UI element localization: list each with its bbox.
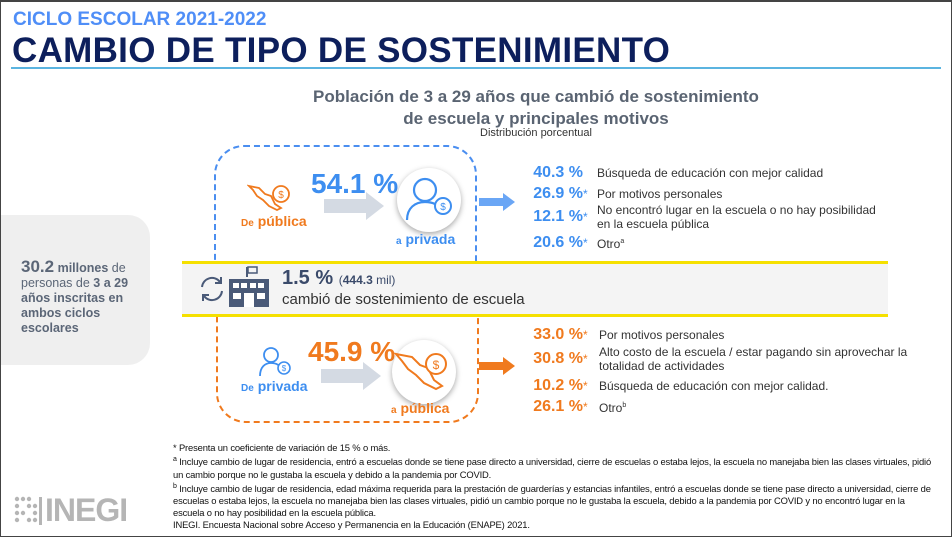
chart-title: Población de 3 a 29 años que cambió de s… — [313, 87, 759, 128]
svg-text:$: $ — [282, 364, 287, 373]
mexico-map-coin-icon: $ — [247, 184, 290, 212]
change-band — [182, 261, 888, 317]
svg-text:$: $ — [433, 358, 440, 372]
reason-text: Búsqueda de educación con mejor calidad — [597, 166, 824, 180]
reason-text: Otroa — [597, 237, 625, 251]
summary-text: 30.2 millones de personas de 3 a 29 años… — [21, 257, 129, 335]
refresh-icon — [201, 276, 223, 302]
gray-arrow-icon — [321, 362, 381, 390]
inegi-logo: INEGI — [13, 492, 128, 529]
from-public-label: De pública — [241, 213, 307, 229]
person-coin-icon: $ — [405, 177, 452, 221]
title-divider — [11, 67, 941, 69]
reason-text: Por motivos personales — [599, 328, 725, 342]
orange-arrow-icon — [479, 357, 515, 375]
from-private-label: De privada — [241, 378, 308, 394]
person-coin-icon: $ — [259, 347, 291, 377]
footnotes: * Presenta un coeficiente de variación d… — [173, 442, 932, 531]
change-percent: 1.5 % (444.3 mil) — [282, 267, 396, 289]
private-to-public-percent: 45.9 % — [308, 336, 396, 367]
public-mexico-circle: $ — [392, 340, 456, 404]
blue-arrow-icon — [479, 193, 515, 211]
change-text: cambió de sostenimiento de escuela — [282, 291, 525, 308]
reason-text: Otrob — [599, 401, 627, 415]
reason-text: Por motivos personales — [597, 187, 723, 201]
svg-text:$: $ — [278, 190, 284, 201]
mexico-map-coin-icon: $ — [393, 352, 447, 391]
reason-text: Alto costo de la escuela / estar pagando… — [599, 345, 908, 373]
svg-text:$: $ — [440, 202, 446, 213]
chart-subtitle: Distribución porcentual — [480, 127, 592, 139]
public-to-private-percent: 54.1 % — [311, 168, 399, 199]
cycle-label: CICLO ESCOLAR 2021-2022 — [13, 9, 267, 30]
to-public-label: a pública — [391, 400, 450, 416]
reason-text: No encontró lugar en la escuela o no hay… — [597, 203, 876, 231]
inegi-dots-icon — [14, 496, 42, 525]
page-title: CAMBIO DE TIPO DE SOSTENIMIENTO — [12, 31, 671, 70]
reason-text: Búsqueda de educación con mejor calidad. — [599, 379, 829, 393]
school-building-icon — [229, 266, 269, 307]
private-person-circle: $ — [397, 168, 461, 232]
gray-arrow-icon — [324, 192, 384, 220]
summary-card — [1, 215, 150, 365]
to-private-label: a privada — [396, 231, 456, 247]
